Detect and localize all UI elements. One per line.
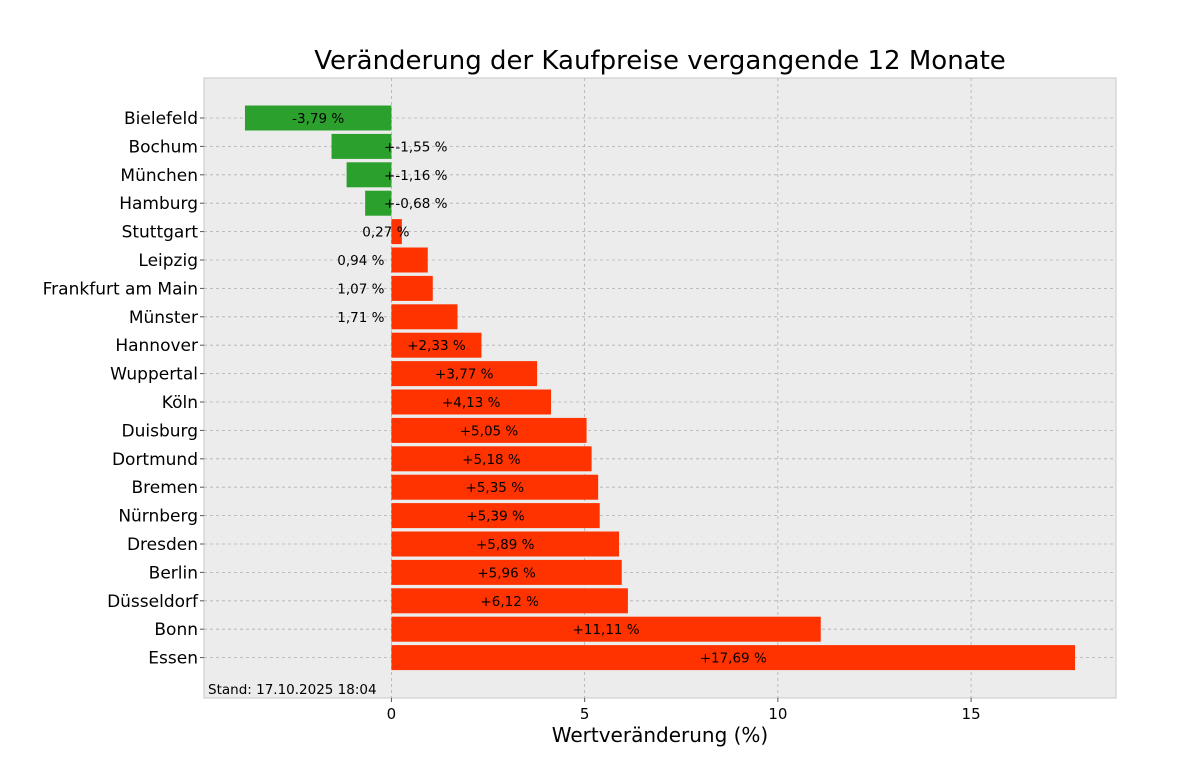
y-tick-label: Wuppertal — [110, 365, 198, 385]
data-label: +5,39 % — [466, 509, 525, 525]
chart-title: Veränderung der Kaufpreise vergangende 1… — [314, 46, 1006, 76]
bar-wuppertal — [391, 361, 538, 387]
data-label: 0,94 % — [337, 253, 384, 269]
y-tick-label: München — [120, 166, 198, 186]
data-label: +6,12 % — [480, 594, 539, 610]
data-label: 0,27 % — [362, 225, 409, 241]
x-tick-label: 10 — [768, 705, 787, 723]
y-tick-label: Hannover — [115, 336, 198, 356]
bar-dortmund — [391, 446, 592, 472]
data-label: +-1,55 % — [384, 139, 448, 155]
bar-bremen — [391, 474, 599, 500]
bar-köln — [391, 389, 552, 415]
data-labels: -3,79 % +-1,55 % +-1,16 % +-0,68 % 0,27 % 0,9… — [292, 111, 767, 667]
data-label: +4,13 % — [442, 395, 501, 411]
x-tick-label: 0 — [387, 705, 397, 723]
data-label: +2,33 % — [407, 338, 466, 354]
bar-leipzig — [391, 247, 428, 273]
y-tick-label: Nürnberg — [118, 507, 198, 527]
x-tick-label: 15 — [962, 705, 981, 723]
data-label: +17,69 % — [700, 651, 767, 667]
y-tick-label: Bonn — [154, 620, 198, 640]
y-tick-label: Leipzig — [138, 251, 198, 271]
y-tick-label: Duisburg — [122, 421, 199, 441]
bar-nürnberg — [391, 503, 600, 529]
y-tick-label: Köln — [162, 393, 198, 413]
y-tick-label: Dortmund — [112, 450, 198, 470]
y-axis-tick-labels: Bielefeld Bochum München Hamburg Stuttgart Le… — [43, 109, 199, 669]
y-tick-label: Hamburg — [119, 194, 198, 214]
y-tick-label: Berlin — [149, 563, 198, 583]
data-label: +5,35 % — [466, 480, 525, 496]
bar-duisburg — [391, 417, 587, 443]
bar-bonn — [391, 616, 821, 642]
bar-bochum — [331, 133, 392, 159]
bars — [244, 105, 1076, 671]
bar-bielefeld — [244, 105, 392, 131]
bar-hannover — [391, 332, 482, 358]
y-tick-label: Münster — [129, 308, 198, 328]
x-tick-label: 5 — [580, 705, 590, 723]
data-label: +5,18 % — [462, 452, 521, 468]
data-label: +11,11 % — [573, 622, 640, 638]
data-label: -3,79 % — [292, 111, 344, 127]
y-tick-label: Bochum — [128, 137, 198, 157]
bar-essen — [391, 645, 1076, 671]
x-axis-label: Wertveränderung (%) — [552, 723, 769, 747]
bar-hamburg — [365, 190, 392, 216]
data-label: +5,89 % — [476, 537, 535, 553]
data-label: +-0,68 % — [384, 196, 448, 212]
bar-frankfurt-am-main — [391, 275, 433, 301]
y-tick-label: Bremen — [131, 478, 198, 498]
y-tick-label: Essen — [148, 649, 198, 669]
y-tick-label: Düsseldorf — [107, 592, 199, 612]
y-tick-label: Bielefeld — [124, 109, 198, 129]
data-label: 1,07 % — [337, 281, 384, 297]
data-label: +-1,16 % — [384, 168, 448, 184]
bar-düsseldorf — [391, 588, 628, 614]
data-label: 1,71 % — [337, 310, 384, 326]
data-label: +3,77 % — [435, 367, 494, 383]
plot-area — [203, 77, 1117, 699]
y-tick-label: Frankfurt am Main — [43, 279, 198, 299]
y-tick-label: Dresden — [127, 535, 198, 555]
y-tick-label: Stuttgart — [122, 223, 199, 243]
data-label: +5,05 % — [460, 423, 519, 439]
bar-berlin — [391, 559, 622, 585]
data-label: +5,96 % — [477, 565, 536, 581]
bar-münchen — [346, 162, 392, 188]
bar-münster — [391, 304, 458, 330]
x-axis-tick-labels: 0 5 10 15 — [387, 705, 981, 723]
timestamp-footnote: Stand: 17.10.2025 18:04 — [208, 682, 377, 698]
bar-dresden — [391, 531, 620, 557]
bar-stuttgart — [391, 219, 402, 245]
